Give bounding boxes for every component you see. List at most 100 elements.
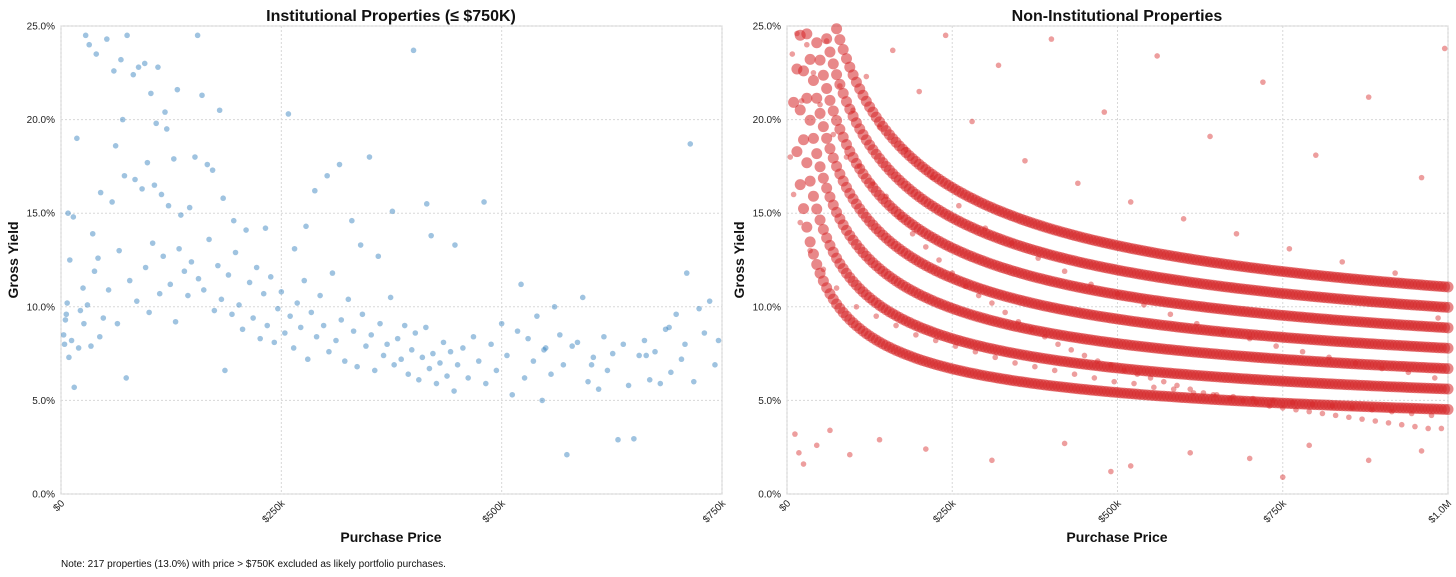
data-point xyxy=(620,341,627,348)
data-point xyxy=(444,373,450,379)
data-point xyxy=(354,363,360,370)
density-mark xyxy=(804,53,816,65)
data-point xyxy=(253,264,260,271)
data-point xyxy=(1028,326,1035,333)
density-mark xyxy=(817,224,829,236)
data-point xyxy=(303,223,309,230)
data-point xyxy=(668,369,674,376)
density-mark xyxy=(1442,403,1454,415)
data-point xyxy=(1194,320,1200,327)
data-point xyxy=(609,350,616,357)
data-point xyxy=(548,371,554,377)
data-point xyxy=(338,317,345,323)
data-point xyxy=(1207,133,1213,140)
data-point xyxy=(1174,382,1180,389)
data-point xyxy=(211,307,218,314)
data-point xyxy=(163,126,170,132)
data-point xyxy=(366,154,373,160)
data-point xyxy=(465,375,471,381)
data-point xyxy=(401,322,408,329)
density-mark xyxy=(1442,301,1454,313)
data-point xyxy=(817,101,823,108)
y-tick-label: 0.0% xyxy=(32,490,55,501)
data-point xyxy=(271,339,278,346)
data-point xyxy=(579,294,586,301)
data-point xyxy=(1369,406,1375,413)
density-mark xyxy=(807,74,819,86)
data-point xyxy=(62,317,69,323)
data-point xyxy=(1032,363,1038,370)
data-point xyxy=(916,88,922,95)
data-point xyxy=(1091,375,1098,381)
density-mark xyxy=(811,92,823,104)
data-point xyxy=(1286,245,1293,252)
data-point xyxy=(412,330,419,336)
data-point xyxy=(257,335,263,342)
data-point xyxy=(1187,386,1194,392)
data-point xyxy=(111,68,117,74)
data-point xyxy=(893,322,899,329)
data-point xyxy=(1022,157,1028,164)
data-point xyxy=(77,307,84,314)
data-point xyxy=(1346,414,1352,421)
data-point xyxy=(264,322,271,329)
data-point xyxy=(683,270,690,276)
data-point xyxy=(1352,360,1359,366)
y-tick-label: 25.0% xyxy=(27,22,55,33)
x-tick-label: $1.0M xyxy=(1427,498,1454,525)
data-point xyxy=(1379,365,1385,372)
data-point xyxy=(643,352,650,359)
data-point xyxy=(1127,463,1134,469)
data-point xyxy=(1051,367,1058,374)
data-point xyxy=(174,86,181,93)
data-point xyxy=(148,90,154,97)
density-mark xyxy=(834,78,846,90)
x-tick-label: $750k xyxy=(701,498,729,526)
data-point xyxy=(93,51,100,57)
x-tick-label: $250k xyxy=(260,498,288,526)
y-ticks-institutional: 0.0% 5.0% 10.0% 15.0% 20.0% 25.0% xyxy=(27,22,55,501)
data-point xyxy=(1141,302,1147,308)
data-point xyxy=(282,330,288,336)
grid-non-institutional xyxy=(786,25,1449,495)
data-point xyxy=(539,397,546,404)
data-point xyxy=(391,362,397,368)
data-point xyxy=(1392,270,1398,276)
density-mark xyxy=(821,83,833,95)
x-tick-label: $250k xyxy=(931,498,959,526)
data-point xyxy=(225,272,232,278)
data-point xyxy=(557,332,563,338)
data-point xyxy=(105,287,112,293)
data-point xyxy=(250,315,256,321)
density-mark xyxy=(811,37,823,49)
data-point xyxy=(262,225,269,231)
data-point xyxy=(324,172,330,179)
grid-institutional xyxy=(60,25,723,495)
y-axis-label-non-institutional: Gross Yield xyxy=(731,221,747,298)
density-mark xyxy=(821,33,833,45)
data-point xyxy=(1114,290,1121,297)
data-point xyxy=(109,199,115,205)
data-point xyxy=(419,354,426,361)
density-mark xyxy=(791,146,803,158)
data-point xyxy=(1326,354,1332,361)
data-point xyxy=(923,244,929,250)
data-point xyxy=(1108,362,1114,368)
data-point xyxy=(380,352,387,359)
data-point xyxy=(121,172,128,179)
data-point xyxy=(992,354,999,361)
data-point xyxy=(151,182,158,188)
data-point xyxy=(156,290,163,297)
data-point xyxy=(275,305,281,312)
data-point xyxy=(1266,403,1273,409)
data-point xyxy=(75,345,82,351)
density-mark xyxy=(811,258,823,270)
density-mark xyxy=(1442,363,1454,375)
density-mark xyxy=(807,132,819,144)
data-point xyxy=(969,118,975,125)
data-point xyxy=(451,388,457,394)
data-point xyxy=(493,367,500,374)
data-point xyxy=(1068,347,1075,353)
y-tick-label: 10.0% xyxy=(753,302,781,313)
data-point xyxy=(312,187,318,194)
